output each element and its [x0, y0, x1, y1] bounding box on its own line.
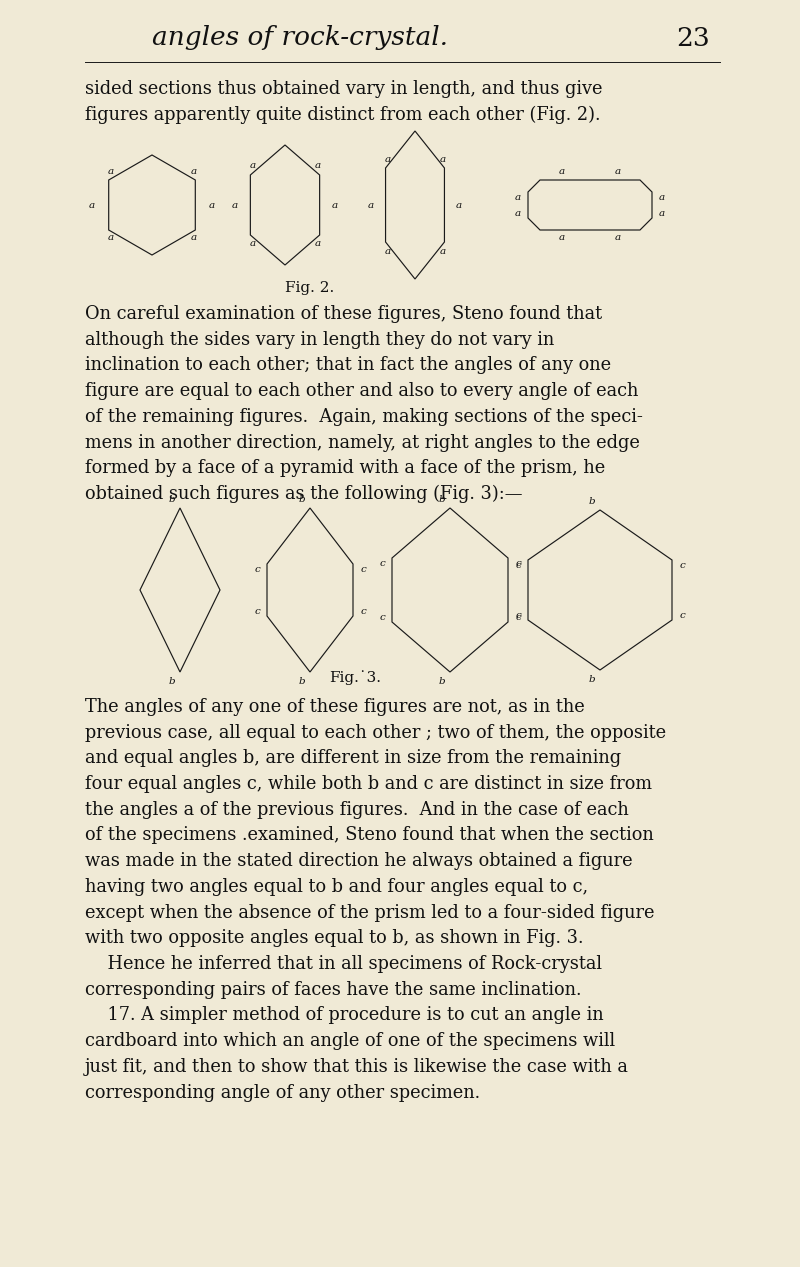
Text: a: a	[89, 200, 95, 209]
Text: a: a	[385, 247, 390, 256]
Text: c: c	[254, 607, 260, 616]
Text: a: a	[439, 155, 446, 163]
Text: Fig. 2.: Fig. 2.	[286, 281, 334, 295]
Text: a: a	[108, 233, 114, 242]
Text: a: a	[559, 233, 565, 242]
Text: a: a	[515, 193, 521, 201]
Text: a: a	[190, 167, 196, 176]
Text: b: b	[589, 497, 595, 506]
Text: On careful examination of these figures, Steno found that
although the sides var: On careful examination of these figures,…	[85, 305, 643, 503]
Text: a: a	[659, 209, 665, 218]
Text: c: c	[254, 565, 260, 574]
Text: a: a	[615, 167, 621, 176]
Text: a: a	[332, 200, 338, 209]
Text: c: c	[515, 559, 521, 568]
Text: a: a	[108, 167, 114, 176]
Text: a: a	[190, 233, 196, 242]
Text: a: a	[209, 200, 215, 209]
Text: a: a	[368, 200, 374, 209]
Text: a: a	[385, 155, 390, 163]
Text: c: c	[379, 559, 385, 568]
Text: a: a	[515, 209, 521, 218]
Text: a: a	[615, 233, 621, 242]
Text: c: c	[515, 611, 521, 620]
Text: a: a	[659, 193, 665, 201]
Text: c: c	[679, 611, 685, 620]
Text: b: b	[438, 494, 446, 503]
Text: b: b	[169, 494, 175, 503]
Text: b: b	[589, 674, 595, 683]
Text: a: a	[314, 161, 321, 171]
Text: a: a	[314, 239, 321, 248]
Text: b: b	[438, 677, 446, 685]
Text: b: b	[298, 677, 306, 685]
Text: c: c	[515, 612, 521, 622]
Text: a: a	[250, 161, 255, 171]
Text: a: a	[559, 167, 565, 176]
Text: Fig.˙3.: Fig.˙3.	[329, 670, 381, 685]
Text: a: a	[250, 239, 255, 248]
Text: c: c	[360, 565, 366, 574]
Text: 23: 23	[676, 25, 710, 51]
Text: a: a	[439, 247, 446, 256]
Text: The angles of any one of these figures are not, as in the
previous case, all equ: The angles of any one of these figures a…	[85, 698, 666, 1101]
Text: c: c	[379, 612, 385, 622]
Text: a: a	[456, 200, 462, 209]
Text: c: c	[679, 560, 685, 569]
Text: c: c	[515, 560, 521, 569]
Text: a: a	[232, 200, 238, 209]
Text: angles of rock-crystal.: angles of rock-crystal.	[152, 25, 448, 51]
Text: b: b	[169, 677, 175, 685]
Text: c: c	[360, 607, 366, 616]
Text: b: b	[298, 494, 306, 503]
Text: sided sections thus obtained vary in length, and thus give
figures apparently qu: sided sections thus obtained vary in len…	[85, 80, 602, 124]
